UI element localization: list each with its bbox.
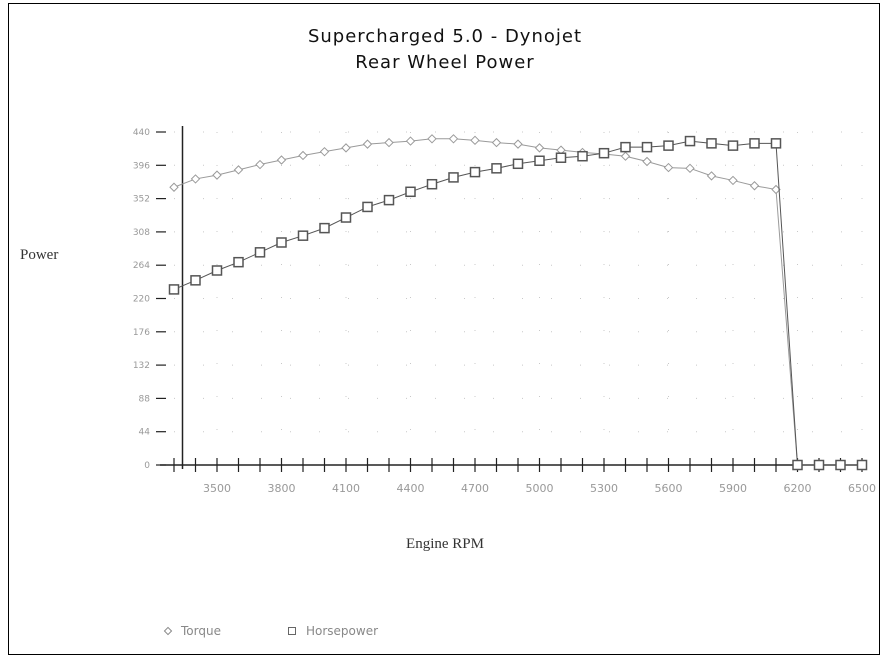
data-point-horsepower — [706, 138, 717, 149]
x-axis-label: Engine RPM — [406, 536, 484, 552]
y-tick-label: 308 — [133, 228, 150, 238]
series-line-torque — [173, 138, 862, 466]
y-tick-label: 176 — [133, 328, 150, 338]
data-point-torque — [319, 146, 330, 157]
legend-label-horsepower: Horsepower — [306, 624, 379, 638]
y-tick-label: 44 — [139, 428, 151, 438]
data-point-torque — [427, 134, 437, 144]
data-point-torque — [341, 143, 351, 153]
data-point-horsepower — [319, 222, 330, 234]
data-point-horsepower — [770, 138, 782, 149]
data-point-horsepower — [641, 141, 653, 153]
data-point-horsepower — [448, 172, 459, 183]
y-tick-label: 396 — [133, 161, 150, 171]
data-point-horsepower — [340, 212, 352, 223]
data-point-horsepower — [168, 284, 180, 295]
data-point-torque — [749, 181, 760, 191]
y-tick-label: 440 — [133, 128, 150, 138]
y-tick-label: 132 — [133, 361, 150, 371]
x-tick-label: 5300 — [590, 482, 618, 495]
data-point-horsepower — [233, 256, 244, 268]
data-point-horsepower — [598, 147, 610, 159]
data-point-torque — [448, 134, 459, 144]
data-point-torque — [685, 163, 695, 174]
data-point-horsepower — [512, 158, 524, 170]
square-marker-icon — [288, 627, 296, 635]
data-point-torque — [298, 150, 308, 161]
chart-title: Supercharged 5.0 - Dynojet — [307, 26, 583, 47]
legend-item-horsepower: Horsepower — [288, 624, 378, 638]
data-point-horsepower — [663, 140, 674, 151]
x-tick-label: 4700 — [461, 482, 489, 495]
data-point-torque — [276, 155, 287, 165]
x-tick-label: 5600 — [655, 482, 683, 495]
data-point-horsepower — [276, 237, 287, 248]
data-point-torque — [728, 175, 738, 186]
data-point-torque — [534, 143, 545, 153]
data-point-horsepower — [749, 138, 760, 149]
data-point-horsepower — [426, 178, 438, 190]
data-point-torque — [255, 159, 265, 170]
data-point-torque — [663, 162, 674, 173]
x-tick-label: 4400 — [397, 482, 425, 495]
data-point-horsepower — [297, 230, 309, 241]
data-point-torque — [384, 137, 394, 148]
data-point-torque — [190, 174, 201, 184]
data-point-horsepower — [362, 201, 373, 213]
data-point-horsepower — [254, 247, 266, 258]
data-point-horsepower — [620, 141, 631, 153]
data-point-horsepower — [577, 150, 588, 162]
x-tick-label: 3800 — [268, 482, 296, 495]
y-tick-label: 0 — [144, 461, 150, 471]
data-point-torque — [642, 156, 652, 167]
x-tick-label: 5000 — [526, 482, 554, 495]
data-point-torque — [212, 170, 222, 180]
data-point-horsepower — [405, 186, 416, 198]
x-tick-label: 5900 — [719, 482, 747, 495]
data-point-horsepower — [813, 459, 825, 471]
x-tick-label: 3500 — [203, 482, 231, 495]
data-point-horsepower — [856, 459, 868, 471]
data-point-torque — [169, 182, 179, 192]
legend-label-torque: Torque — [181, 624, 221, 638]
data-point-horsepower — [491, 163, 502, 174]
legend-item-torque: Torque — [163, 624, 221, 638]
data-point-torque — [620, 151, 631, 161]
series-line-horsepower — [173, 140, 862, 466]
data-point-torque — [491, 137, 502, 148]
data-point-horsepower — [835, 459, 846, 471]
data-point-horsepower — [555, 152, 567, 163]
data-point-torque — [470, 135, 480, 146]
data-point-horsepower — [534, 155, 545, 167]
data-point-horsepower — [211, 265, 223, 276]
chart-frame — [8, 3, 880, 655]
y-tick-label: 352 — [133, 195, 150, 205]
data-point-torque — [706, 171, 717, 181]
data-point-torque — [405, 136, 416, 146]
y-tick-label: 88 — [139, 394, 151, 404]
data-point-torque — [233, 165, 244, 175]
data-point-horsepower — [190, 275, 201, 286]
data-point-torque — [362, 139, 373, 149]
x-tick-label: 6500 — [848, 482, 876, 495]
data-point-torque — [513, 139, 523, 149]
diamond-marker-icon — [163, 626, 173, 636]
data-point-horsepower — [383, 194, 395, 206]
data-point-horsepower — [684, 135, 696, 147]
chart-subtitle: Rear Wheel Power — [355, 52, 535, 73]
data-point-horsepower — [469, 166, 481, 178]
data-point-horsepower — [727, 140, 739, 151]
x-tick-label: 6200 — [784, 482, 812, 495]
x-tick-label: 4100 — [332, 482, 360, 495]
y-axis-label: Power — [20, 247, 59, 263]
y-tick-label: 264 — [133, 261, 150, 271]
data-point-horsepower — [792, 459, 803, 471]
y-tick-label: 220 — [133, 295, 150, 305]
